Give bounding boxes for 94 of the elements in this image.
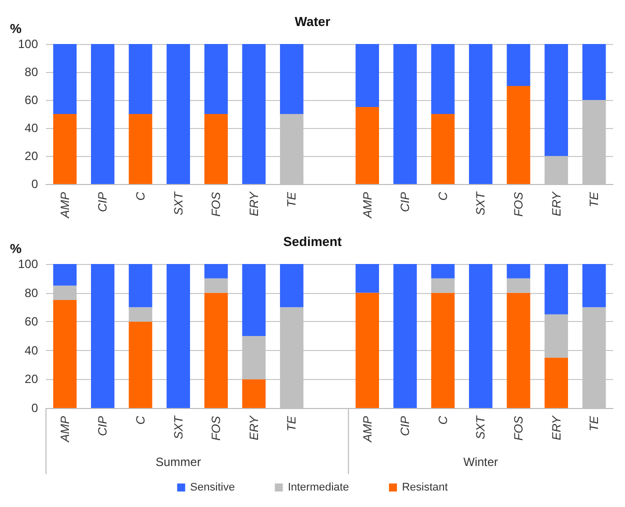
bar bbox=[204, 114, 228, 184]
y-tick-label: 60 bbox=[24, 93, 38, 107]
x-tick-label: TE bbox=[284, 415, 299, 432]
x-tick-label: AMP bbox=[360, 192, 374, 220]
x-tick-label: ERY bbox=[246, 191, 261, 216]
bar bbox=[53, 264, 77, 286]
y-tick-label: 20 bbox=[24, 149, 38, 163]
bar bbox=[128, 322, 152, 408]
x-tick-label: AMP bbox=[360, 416, 374, 444]
bar bbox=[393, 264, 417, 408]
bar bbox=[90, 44, 114, 184]
x-tick-label: TE bbox=[587, 191, 602, 208]
chart-title: Sediment bbox=[283, 234, 342, 249]
bar bbox=[582, 44, 606, 100]
bar bbox=[431, 264, 455, 278]
x-tick-label: CIP bbox=[96, 192, 110, 212]
y-tick-label: 0 bbox=[31, 401, 38, 415]
text: Summer bbox=[156, 455, 201, 469]
bar bbox=[356, 44, 380, 107]
bar bbox=[166, 44, 190, 184]
y-tick-label: 0 bbox=[31, 177, 38, 191]
x-tick-label: SXT bbox=[171, 190, 186, 216]
bar bbox=[468, 44, 492, 184]
bar bbox=[431, 114, 455, 184]
bar bbox=[393, 44, 417, 184]
bar bbox=[204, 264, 228, 278]
bar bbox=[431, 278, 455, 293]
bar bbox=[356, 292, 380, 408]
bar bbox=[242, 379, 266, 408]
bar bbox=[128, 114, 152, 184]
x-tick-label: TE bbox=[587, 415, 602, 432]
x-tick-label: C bbox=[436, 192, 450, 201]
bar bbox=[431, 44, 455, 114]
legend-label: Intermediate bbox=[288, 482, 349, 494]
bar bbox=[53, 114, 77, 184]
chart-title: Water bbox=[294, 14, 330, 29]
y-tick-label: 20 bbox=[24, 372, 38, 386]
x-tick-label: CIP bbox=[398, 416, 412, 436]
bar bbox=[204, 292, 228, 408]
bar bbox=[506, 278, 530, 293]
x-tick-label: FOS bbox=[512, 416, 526, 441]
x-tick-label: SXT bbox=[474, 414, 488, 440]
y-tick-label: 80 bbox=[24, 286, 38, 300]
x-tick-label: C bbox=[134, 192, 148, 201]
legend-label: Resistant bbox=[402, 482, 448, 494]
bar bbox=[582, 264, 606, 308]
bar bbox=[90, 264, 114, 408]
text: Winter bbox=[463, 455, 498, 469]
bar bbox=[506, 86, 530, 184]
x-tick-label: FOS bbox=[512, 192, 526, 217]
y-tick-label: 40 bbox=[24, 343, 38, 358]
x-tick-label: C bbox=[134, 416, 148, 425]
bar bbox=[128, 264, 152, 308]
x-tick-label: C bbox=[436, 416, 450, 425]
bar bbox=[280, 44, 304, 114]
bar bbox=[468, 264, 492, 408]
bar bbox=[431, 292, 455, 408]
bar bbox=[506, 292, 530, 408]
bar bbox=[53, 300, 77, 408]
x-tick-label: FOS bbox=[209, 192, 224, 217]
legend-label: Sensitive bbox=[190, 482, 235, 494]
y-axis-title: % bbox=[10, 241, 22, 256]
x-tick-label: FOS bbox=[209, 416, 224, 441]
x-tick-label: ERY bbox=[549, 191, 564, 216]
bar bbox=[356, 107, 380, 184]
bar bbox=[204, 278, 228, 293]
bar bbox=[242, 44, 266, 184]
bar bbox=[204, 44, 228, 114]
x-tick-label: AMP bbox=[58, 192, 72, 220]
x-tick-label: TE bbox=[284, 191, 299, 208]
x-tick-label: AMP bbox=[58, 416, 72, 444]
x-tick-label: CIP bbox=[398, 192, 412, 212]
y-tick-label: 100 bbox=[18, 257, 38, 271]
bar bbox=[506, 44, 530, 86]
bar bbox=[53, 44, 77, 114]
bar bbox=[356, 264, 380, 293]
bar bbox=[280, 264, 304, 308]
y-tick-label: 40 bbox=[24, 121, 38, 135]
y-tick-label: 80 bbox=[24, 65, 38, 79]
bar bbox=[166, 264, 190, 408]
bar bbox=[128, 44, 152, 114]
bar bbox=[544, 264, 568, 314]
y-axis-title: % bbox=[10, 21, 22, 36]
x-tick-label: CIP bbox=[96, 416, 110, 436]
y-tick-label: 100 bbox=[18, 37, 38, 51]
bar bbox=[544, 358, 568, 408]
bar bbox=[544, 44, 568, 156]
y-tick-label: 60 bbox=[24, 314, 38, 329]
x-tick-label: ERY bbox=[246, 415, 261, 440]
x-tick-label: SXT bbox=[474, 190, 488, 216]
x-tick-label: ERY bbox=[549, 415, 564, 440]
bar bbox=[506, 264, 530, 278]
bar bbox=[242, 264, 266, 336]
x-tick-label: SXT bbox=[171, 414, 186, 440]
